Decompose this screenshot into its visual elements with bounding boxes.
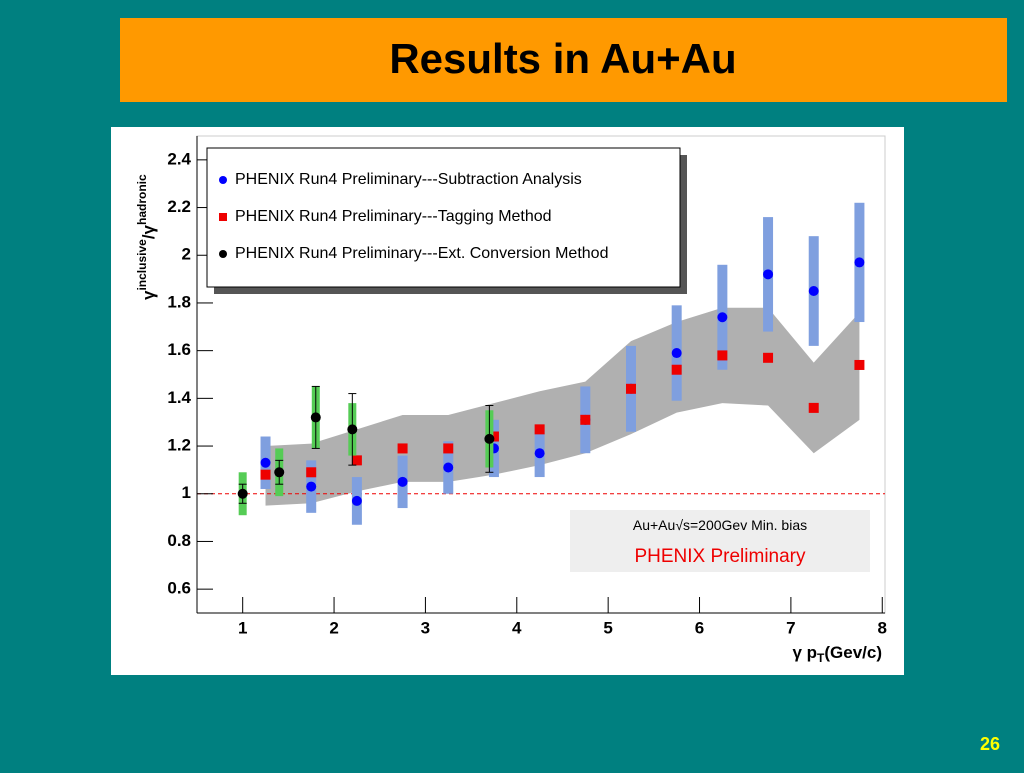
page-number: 26 (980, 734, 1000, 754)
y-tick-label: 1.8 (167, 292, 191, 311)
data-point (808, 402, 819, 413)
data-point (854, 359, 865, 370)
y-tick-label: 2.4 (167, 149, 191, 168)
legend-label: PHENIX Run4 Preliminary---Ext. Conversio… (235, 245, 608, 262)
x-label-main: γ p (792, 643, 817, 662)
y-tick-label: 1.6 (167, 340, 191, 359)
y-tick-label: 0.6 (167, 579, 191, 598)
x-tick-label: 7 (786, 618, 795, 637)
data-point (260, 457, 271, 468)
data-point (580, 414, 591, 425)
x-tick-label: 3 (421, 618, 430, 637)
data-point (443, 462, 454, 473)
data-point (351, 495, 362, 506)
slide-title: Results in Au+Au (389, 35, 736, 82)
legend-marker (219, 176, 227, 184)
x-tick-label: 2 (329, 618, 338, 637)
x-tick-label: 1 (238, 618, 247, 637)
data-point (854, 257, 865, 268)
data-point (763, 352, 774, 363)
data-point (534, 448, 545, 459)
data-point (237, 488, 248, 499)
y-tick-label: 2.2 (167, 197, 191, 216)
data-point (808, 286, 819, 297)
title-bar (120, 18, 1007, 102)
x-tick-label: 5 (603, 618, 612, 637)
x-tick-label: 6 (695, 618, 704, 637)
data-point (625, 383, 636, 394)
data-point (488, 431, 499, 442)
legend-box (206, 147, 681, 288)
data-point (306, 481, 317, 492)
chart: 0.6 0.8 1 1.2 1.4 1.6 1.8 2 2.2 2.4 1 2 3 4 5 6 7 8 γ pT(G… (135, 135, 887, 665)
data-point (306, 467, 317, 478)
data-point (484, 433, 495, 444)
annotation-energy: Au+Au√s=200Gev Min. bias (633, 517, 807, 533)
data-point (671, 348, 682, 359)
x-tick-label: 8 (878, 618, 887, 637)
legend-marker (219, 213, 227, 221)
y-tick-label: 1 (182, 483, 191, 502)
y-label-gamma: γ (139, 290, 158, 300)
y-label-sup: inclusive (135, 239, 149, 291)
data-point (260, 469, 271, 480)
data-point (397, 443, 408, 454)
data-point (351, 455, 362, 466)
y-axis-label: γinclusive/γhadronic (135, 174, 158, 300)
data-point (347, 424, 358, 435)
x-label-sub: T (817, 651, 825, 665)
annotation-label: PHENIX Preliminary (634, 546, 806, 567)
data-point (310, 412, 321, 423)
data-point (717, 350, 728, 361)
data-point (717, 312, 728, 323)
y-tick-label: 2 (182, 245, 191, 264)
y-label-slash: /γ (139, 224, 158, 239)
data-point (763, 269, 774, 280)
data-point (671, 364, 682, 375)
legend-label: PHENIX Run4 Preliminary---Subtraction An… (235, 171, 582, 188)
legend-label: PHENIX Run4 Preliminary---Tagging Method (235, 208, 552, 225)
y-tick-label: 1.2 (167, 436, 191, 455)
y-label-sup: hadronic (135, 174, 149, 225)
data-point (534, 424, 545, 435)
annotation-system: Au+Au (633, 517, 675, 533)
x-label-unit: (Gev/c) (824, 643, 882, 662)
x-axis-label: γ pT(Gev/c) (792, 643, 882, 665)
data-point (443, 443, 454, 454)
annotation-box (570, 510, 870, 572)
data-point (397, 476, 408, 487)
y-tick-label: 0.8 (167, 531, 191, 550)
legend-marker (219, 250, 227, 258)
annotation-energy-text: √s=200Gev Min. bias (675, 517, 807, 533)
y-tick-label: 1.4 (167, 388, 191, 407)
data-point (274, 467, 285, 478)
band-area (265, 307, 860, 506)
x-tick-label: 4 (512, 618, 522, 637)
